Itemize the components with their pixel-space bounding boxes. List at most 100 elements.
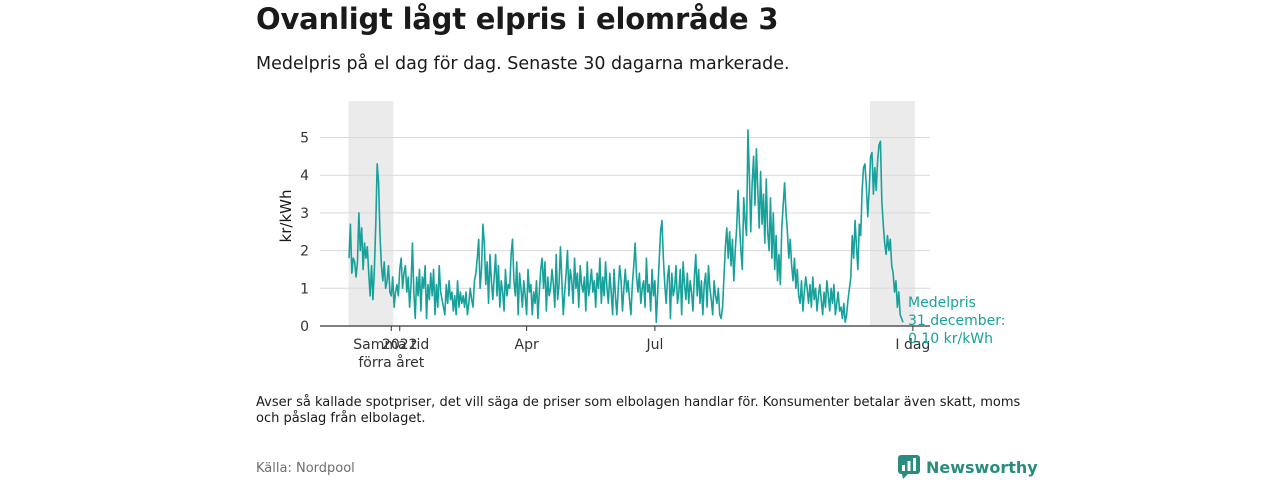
price-point [385, 288, 386, 289]
y-tick-label: 5 [300, 131, 309, 147]
price-point [353, 258, 354, 259]
price-point [867, 216, 868, 217]
price-point [536, 280, 537, 281]
price-point [409, 307, 410, 308]
price-point [801, 280, 802, 281]
price-point [444, 314, 445, 315]
price-point [863, 167, 864, 168]
latest-price-annotation: Medelpris 31 december: 0,10 kr/kWh [908, 295, 1010, 347]
price-point [635, 242, 636, 243]
price-point [506, 295, 507, 296]
price-point [615, 295, 616, 296]
price-point [357, 261, 358, 262]
price-point [808, 303, 809, 304]
price-point [843, 303, 844, 304]
price-point [478, 239, 479, 240]
price-point [885, 254, 886, 255]
price-point [869, 190, 870, 191]
price-point [472, 307, 473, 308]
price-point [745, 220, 746, 221]
price-point [558, 284, 559, 285]
price-point [508, 284, 509, 285]
price-point [639, 273, 640, 274]
price-point [684, 284, 685, 285]
price-point [777, 280, 778, 281]
price-point [605, 261, 606, 262]
price-point [860, 235, 861, 236]
price-point [464, 307, 465, 308]
price-point [613, 269, 614, 270]
price-point [656, 322, 657, 323]
annotation-line-1: Medelpris [908, 295, 976, 311]
price-point [694, 276, 695, 277]
price-point [853, 258, 854, 259]
price-point [704, 284, 705, 285]
price-point [432, 295, 433, 296]
price-point [623, 288, 624, 289]
price-point [722, 307, 723, 308]
price-point [763, 193, 764, 194]
price-point [864, 163, 865, 164]
price-point [816, 310, 817, 311]
price-point [805, 276, 806, 277]
y-tick-label: 2 [300, 244, 309, 260]
price-point [512, 239, 513, 240]
price-point [546, 310, 547, 311]
price-point [484, 242, 485, 243]
price-point [702, 314, 703, 315]
price-point [471, 299, 472, 300]
price-point [637, 291, 638, 292]
price-point [587, 261, 588, 262]
price-point [732, 239, 733, 240]
price-point [370, 295, 371, 296]
price-point [874, 167, 875, 168]
price-point [754, 205, 755, 206]
price-point [597, 273, 598, 274]
price-point [584, 276, 585, 277]
price-point [856, 246, 857, 247]
price-point [895, 280, 896, 281]
price-point [661, 220, 662, 221]
price-point [902, 322, 903, 323]
price-point [542, 258, 543, 259]
brand[interactable]: Newsworthy [898, 455, 1038, 479]
price-point [489, 254, 490, 255]
price-point [644, 307, 645, 308]
price-point [458, 307, 459, 308]
price-point [565, 273, 566, 274]
price-point [498, 265, 499, 266]
price-point [515, 295, 516, 296]
price-point [667, 276, 668, 277]
price-point [398, 295, 399, 296]
price-point [604, 295, 605, 296]
price-point [778, 254, 779, 255]
price-point [798, 295, 799, 296]
price-point [787, 231, 788, 232]
chart-subtitle: Medelpris på el dag för dag. Senaste 30 … [256, 54, 790, 74]
chart-title: Ovanligt lågt elpris i elområde 3 [256, 2, 779, 36]
price-point [405, 265, 406, 266]
price-point [845, 322, 846, 323]
price-point [439, 265, 440, 266]
price-point [883, 224, 884, 225]
price-point [420, 310, 421, 311]
price-point [456, 314, 457, 315]
price-point [453, 310, 454, 311]
price-point [666, 303, 667, 304]
price-point [788, 258, 789, 259]
price-point [518, 314, 519, 315]
price-point [766, 178, 767, 179]
price-point [651, 269, 652, 270]
price-point [657, 291, 658, 292]
price-point [402, 288, 403, 289]
price-point [708, 265, 709, 266]
price-point [884, 242, 885, 243]
price-point [797, 269, 798, 270]
price-point [491, 280, 492, 281]
price-point [395, 291, 396, 292]
price-point [492, 299, 493, 300]
price-point [654, 280, 655, 281]
y-tick-label: 0 [300, 319, 309, 335]
price-point [761, 224, 762, 225]
price-point [392, 276, 393, 277]
